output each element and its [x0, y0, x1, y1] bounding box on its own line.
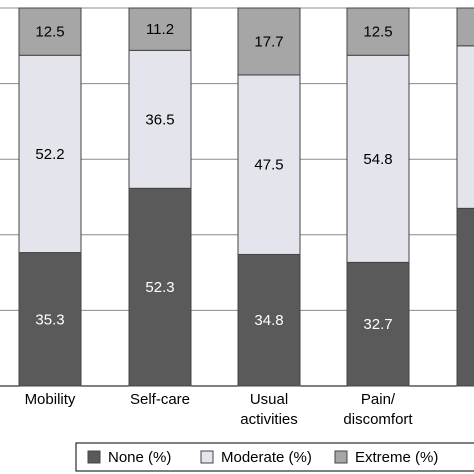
data-label: 47.5: [254, 157, 283, 174]
bar-segment: [346, 261, 410, 387]
bar-segment: [18, 54, 82, 254]
bar-segment: [456, 7, 474, 47]
legend-box: [75, 442, 474, 472]
data-label: 54.8: [363, 151, 392, 168]
data-label: 52.2: [35, 146, 64, 163]
bar-segment: [346, 7, 410, 56]
bar-segment: [346, 54, 410, 263]
legend-swatch: [334, 450, 348, 464]
bar-segment: [18, 7, 82, 56]
bar-segment: [237, 253, 301, 387]
data-label: 34.8: [254, 312, 283, 329]
data-label: 11.2: [146, 21, 174, 38]
legend-label: Moderate (%): [221, 449, 312, 466]
category-labels: Mobility Self-care Usual activities Pain/dis…: [25, 391, 414, 428]
category-label: Mobility: [25, 391, 76, 408]
legend-swatch: [200, 450, 214, 464]
bar-segment: [128, 49, 192, 189]
data-label: 12.5: [363, 24, 392, 41]
bar-segment: [18, 252, 82, 387]
bar-segment: [456, 207, 474, 387]
data-label: 52.3: [145, 279, 174, 296]
legend-label: Extreme (%): [355, 449, 438, 466]
category-label: Self-care: [130, 391, 190, 408]
category-label: discomfort: [343, 411, 413, 428]
bar-segment: [128, 7, 192, 51]
data-label: 17.7: [254, 33, 283, 50]
bar-segment: [456, 45, 474, 209]
data-label: 12.5: [35, 24, 64, 41]
bar-segment: [237, 74, 301, 255]
data-label: 36.5: [145, 111, 174, 128]
category-label: activities: [240, 411, 298, 428]
category-label: Pain/: [361, 391, 396, 408]
bars: 35.3 52.2 12.5 52.3 36.5 11.2 34.8 47.5 17.7 32.7…: [18, 7, 474, 387]
data-label: 35.3: [35, 311, 64, 328]
data-label: 32.7: [363, 316, 392, 333]
bar-segment: [237, 7, 301, 76]
legend-swatch: [87, 450, 101, 464]
legend-label: None (%): [108, 449, 171, 466]
category-label: Usual: [250, 391, 288, 408]
legend: None (%) Moderate (%) Extreme (%): [75, 442, 474, 472]
